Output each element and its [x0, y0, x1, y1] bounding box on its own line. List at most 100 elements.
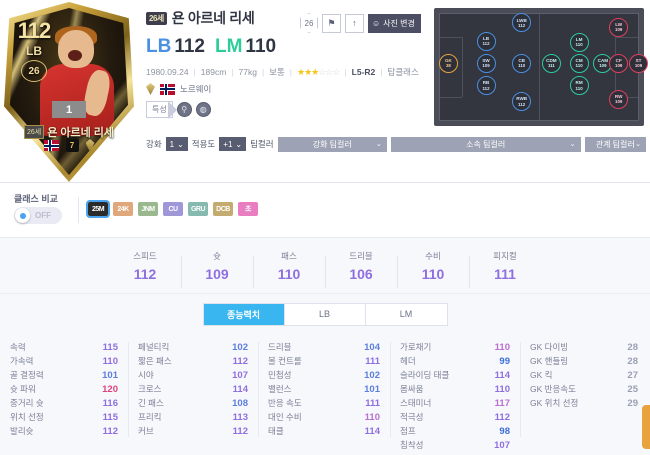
pitch-node-position: GK: [444, 58, 452, 64]
scroll-handle[interactable]: [642, 405, 650, 449]
upgrade-select[interactable]: 1 ⌄: [165, 137, 188, 151]
detail-stat-label: 발리슛: [10, 426, 34, 436]
tab-종능력치[interactable]: 종능력치: [203, 303, 285, 325]
detail-stat-value: 110: [102, 355, 118, 367]
class-compare-toggle[interactable]: OFF: [14, 207, 62, 224]
detail-stat-label: 밸런스: [268, 384, 292, 394]
pitch-node-position: CF: [615, 58, 622, 64]
pitch-node-lb[interactable]: LB 112: [476, 31, 496, 51]
summary-stat: 스피드 112: [109, 250, 181, 282]
pitch-node-position: LWB: [516, 17, 527, 23]
club-teamcolor-value: 소속 팀컬러: [466, 139, 506, 149]
pitch-node-position: RB: [482, 80, 490, 86]
pitch-node-rwb[interactable]: RWB 112: [512, 91, 532, 111]
toggle-knob: [15, 208, 30, 223]
club-teamcolor-select[interactable]: 소속 팀컬러 ⌄: [390, 136, 581, 152]
detail-stat-label: 슬라이딩 태클: [400, 370, 450, 380]
controls-row: 강화 1 ⌄ 적용도 +1 ⌄ 팀컬러 강화 팀컬러 ⌄ 소속 팀컬러 ⌄ 관계…: [146, 136, 646, 152]
detail-stat-label: 슛 파워: [10, 384, 36, 394]
adapt-select[interactable]: +1 ⌄: [219, 137, 247, 151]
upload-icon[interactable]: ↑: [345, 13, 364, 33]
pitch-node-cm[interactable]: CM 110: [569, 53, 589, 73]
detail-stat-value: 114: [232, 383, 248, 395]
class-badge-24k[interactable]: 24K: [113, 202, 133, 216]
adapt-value: +1: [223, 139, 233, 149]
summary-stat: 슛 109: [181, 250, 253, 288]
detail-stat-row: 짧은 패스 112: [138, 354, 248, 368]
pitch-node-rating: 112: [518, 23, 526, 29]
pitch-node-cdm[interactable]: CDM 111: [541, 53, 561, 73]
tab-LB[interactable]: LB: [285, 303, 366, 325]
pitch-node-lm[interactable]: LM 110: [569, 32, 589, 52]
detail-stat-row: 밸런스 101: [268, 382, 380, 396]
class-badge-25m[interactable]: 25M: [86, 200, 110, 218]
detail-stat-row: 스태미너 117: [400, 396, 510, 410]
position-lm: LM 110: [215, 36, 276, 58]
pitch-node-rw[interactable]: RW 109: [609, 89, 629, 109]
detail-stat-label: 크로스: [138, 384, 162, 394]
summary-stat-value: 112: [133, 265, 157, 282]
pitch-node-rating: 109: [599, 63, 607, 69]
pitch-node-lw[interactable]: LW 109: [609, 17, 629, 37]
pitch-node-rating: 111: [547, 63, 555, 69]
hex-count-badge[interactable]: 26: [300, 13, 318, 33]
detail-stat-column: 속력 115 가속력 110 골 결정력 101 슛 파워 120 중거리 슛 116 위치 선정 1…: [0, 340, 128, 455]
meta-weight: 77kg: [238, 67, 257, 77]
pitch-node-lwb[interactable]: LWB 112: [512, 13, 532, 33]
norway-flag-icon: [43, 140, 59, 151]
summary-stat-value: 110: [277, 265, 301, 282]
league-badge-icon: [85, 139, 95, 152]
detail-stat-value: 115: [102, 341, 118, 353]
pitch-node-rb[interactable]: RB 112: [476, 76, 496, 96]
player-card[interactable]: 112 LB 26 1 26세 욘 아르네 리세 7: [4, 2, 134, 182]
position-lb-rating: 112: [174, 36, 205, 57]
card-age-chip: 26세: [23, 125, 45, 139]
class-badge-gru[interactable]: GRU: [188, 202, 208, 216]
pitch-node-rating: 112: [482, 41, 490, 47]
detail-stat-row: 커브 112: [138, 424, 248, 438]
detail-stat-value: 28: [627, 341, 638, 353]
bookmark-icon[interactable]: ⚑: [322, 13, 341, 33]
detail-stat-row: 침착성 107: [400, 438, 510, 452]
detail-stat-column: 가로채기 110 헤더 99 슬라이딩 태클 114 몸싸움 110 스태미너 117 적극성 112…: [390, 340, 520, 455]
pitch-node-sw[interactable]: SW 109: [476, 53, 496, 73]
detail-stat-row: 적극성 112: [400, 410, 510, 424]
detail-stat-row: 발리슛 112: [10, 424, 118, 438]
class-badge-dcb[interactable]: DCB: [213, 202, 233, 216]
detail-stat-label: 볼 컨트롤: [268, 356, 302, 366]
meta-divider: |: [231, 67, 234, 77]
detail-stat-label: 짧은 패스: [138, 356, 172, 366]
relation-teamcolor-select[interactable]: 관계 팀컬러 ⌄: [584, 136, 646, 152]
summary-stat-label: 피지컬: [493, 250, 517, 261]
pitch-node-position: CM: [575, 58, 583, 64]
detail-stat-row: 몸싸움 110: [400, 382, 510, 396]
detail-stat-value: 120: [102, 383, 118, 395]
change-photo-button[interactable]: ☺ 사진 변경: [368, 13, 421, 33]
long-throw-trait-icon[interactable]: ◍: [195, 102, 211, 117]
pitch-node-rating: 110: [575, 42, 583, 48]
tab-LM[interactable]: LM: [399, 309, 413, 319]
class-badge-cu[interactable]: CU: [163, 202, 183, 216]
detail-stat-value: 113: [232, 411, 248, 423]
powerful-freekick-trait-icon[interactable]: ⚲: [176, 102, 192, 117]
detail-stat-row: GK 위치 선정 29: [530, 396, 638, 410]
card-squad-number: 1: [52, 101, 86, 118]
class-badge-jnm[interactable]: JNM: [138, 202, 158, 216]
detail-stat-label: 프리킥: [138, 412, 162, 422]
upgrade-label: 강화: [146, 139, 162, 149]
pitch-node-cf[interactable]: CF 109: [609, 53, 629, 73]
summary-stat-value: 109: [205, 265, 229, 282]
change-photo-label: 사진 변경: [383, 18, 415, 28]
detail-stat-row: 민첩성 102: [268, 368, 380, 382]
class-badge-초[interactable]: 초: [238, 202, 258, 216]
detail-stat-label: 긴 패스: [138, 398, 164, 408]
upgrade-teamcolor-select[interactable]: 강화 팀컬러 ⌄: [277, 136, 387, 152]
formation-pitch[interactable]: GK 38 LB 112 SW 109 RB 112 LWB 112 CB 110 RWB 112 CDM 1…: [434, 8, 648, 126]
pitch-node-st[interactable]: ST 109: [629, 53, 648, 73]
position-lb: LB 112: [146, 36, 205, 58]
meta-grade: 탑클래스: [387, 67, 419, 77]
detail-stat-label: 헤더: [400, 356, 416, 366]
pitch-node-gk[interactable]: GK 38: [438, 53, 458, 73]
pitch-node-cb[interactable]: CB 110: [512, 53, 532, 73]
pitch-node-rm[interactable]: RM 110: [569, 76, 589, 96]
